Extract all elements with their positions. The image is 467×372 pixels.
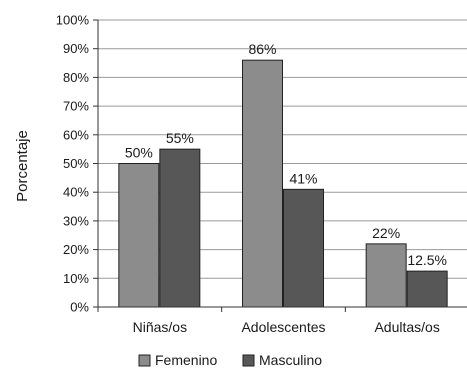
data-labels: 50% 55% 86% 41% 22% 12.5%	[125, 41, 447, 268]
legend-swatch-masculino	[242, 354, 255, 367]
y-tick-label: 50%	[63, 156, 89, 171]
bar-femenino	[242, 59, 283, 308]
y-tick-label: 90%	[63, 41, 89, 56]
data-label: 86%	[248, 41, 276, 57]
data-label: 22%	[372, 225, 400, 241]
category-label: Adultas/os	[374, 319, 439, 335]
bars	[118, 59, 448, 308]
y-tick-label: 70%	[63, 99, 89, 114]
bar-femenino	[365, 243, 407, 308]
legend-swatch-femenino	[138, 354, 151, 367]
legend: Femenino Masculino	[138, 352, 322, 368]
y-tick-label: 60%	[63, 127, 89, 142]
x-axis-categories: Niñas/os Adolescentes Adultas/os	[97, 307, 440, 335]
legend-label: Masculino	[259, 352, 322, 368]
bar-masculino	[283, 188, 324, 308]
bar-masculino	[406, 270, 448, 308]
category-label: Niñas/os	[133, 319, 187, 335]
category-label: Adolescentes	[241, 319, 325, 335]
y-axis-label: Porcentaje	[14, 130, 31, 202]
data-label: 55%	[166, 130, 194, 146]
bar-femenino	[118, 163, 160, 308]
data-label: 41%	[289, 170, 317, 186]
y-tick-label: 80%	[63, 70, 89, 85]
y-tick-label: 10%	[63, 271, 89, 286]
data-label: 12.5%	[407, 252, 447, 268]
legend-label: Femenino	[155, 352, 217, 368]
y-tick-label: 20%	[63, 242, 89, 257]
y-tick-label: 0%	[70, 300, 89, 315]
data-label: 50%	[125, 145, 153, 161]
bar-masculino	[159, 148, 201, 308]
y-axis-ticks: 0% 10% 20% 30% 40% 50% 60% 70% 80% 90% 100%	[56, 13, 98, 315]
y-tick-label: 40%	[63, 185, 89, 200]
y-tick-label: 100%	[56, 13, 90, 28]
y-tick-label: 30%	[63, 213, 89, 228]
